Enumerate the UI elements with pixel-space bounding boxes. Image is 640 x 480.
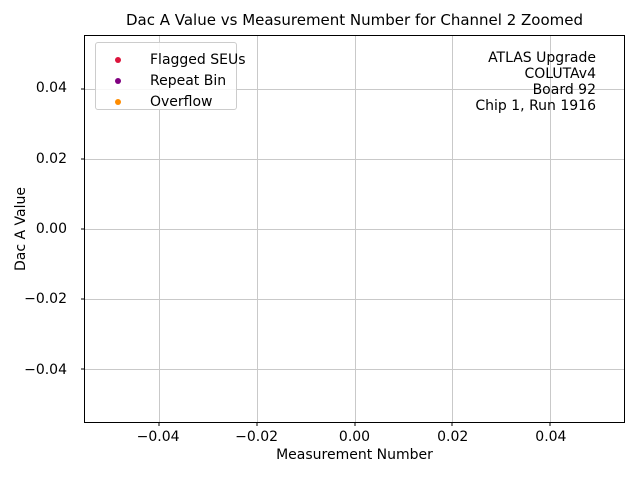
x-axis-label: Measurement Number — [276, 447, 433, 463]
annotation-block: ATLAS Upgrade COLUTAv4 Board 92 Chip 1, … — [475, 50, 596, 114]
gridline-y1 — [85, 88, 624, 90]
y-tick-label: −0.04 — [24, 361, 67, 378]
scatter-marker-icon — [115, 77, 121, 84]
y-axis-ticks: 0.04 0.02 0.00 −0.02 −0.04 — [0, 35, 76, 423]
y-tick-mark — [81, 88, 85, 90]
y-axis-label: Dac A Value — [13, 187, 29, 271]
scatter-marker-icon — [115, 56, 121, 63]
legend-label: Overflow — [150, 93, 213, 110]
annotation-line: Board 92 — [532, 82, 596, 98]
x-tick-label: 0.04 — [535, 429, 567, 445]
legend-label: Repeat Bin — [150, 72, 227, 89]
y-tick-label: 0.04 — [35, 80, 67, 97]
x-tick-label: −0.04 — [136, 429, 180, 445]
y-tick-mark — [81, 158, 85, 160]
x-tick-mark — [256, 422, 258, 426]
gridline-y3 — [85, 229, 624, 230]
gridline-y5 — [85, 369, 624, 371]
chart-title: Dac A Value vs Measurement Number for Ch… — [125, 11, 584, 29]
legend-item-flagged-seus: Flagged SEUs — [96, 49, 246, 70]
gridline-y2 — [85, 159, 624, 161]
legend-item-repeat-bin: Repeat Bin — [96, 70, 236, 91]
annotation-line: COLUTAv4 — [524, 66, 596, 82]
y-tick-label: −0.02 — [24, 291, 67, 308]
plot-area: Flagged SEUs Repeat Bin Overflow ATLAS U… — [81, 35, 625, 426]
y-tick-label: 0.02 — [35, 150, 67, 167]
x-tick-label: 0.00 — [338, 429, 371, 445]
x-tick-mark — [158, 422, 160, 426]
annotation-line: Chip 1, Run 1916 — [475, 98, 596, 114]
x-tick-mark — [549, 422, 551, 426]
x-tick-label: −0.02 — [235, 429, 279, 445]
y-tick-mark — [81, 298, 85, 300]
legend-item-overflow: Overflow — [96, 91, 236, 112]
scatter-marker-icon — [115, 98, 121, 105]
x-tick-label: 0.02 — [437, 429, 469, 445]
y-tick-mark — [81, 368, 85, 370]
legend-label: Flagged SEUs — [150, 51, 246, 68]
gridline-y4 — [85, 299, 624, 301]
x-tick-mark — [451, 422, 453, 426]
legend: Flagged SEUs Repeat Bin Overflow — [95, 42, 246, 112]
x-tick-mark — [354, 422, 355, 426]
x-axis-ticks: −0.04 −0.02 0.00 0.02 0.04 — [84, 429, 625, 445]
y-tick-mark — [81, 228, 85, 230]
y-tick-label: 0.00 — [35, 221, 67, 237]
annotation-line: ATLAS Upgrade — [488, 50, 596, 66]
